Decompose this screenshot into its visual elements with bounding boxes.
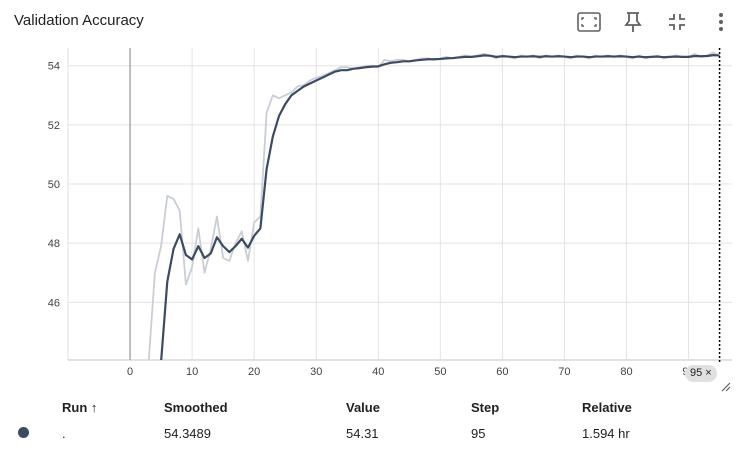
x-axis: 0102030405060708090 bbox=[127, 366, 695, 378]
x-tick-label: 40 bbox=[372, 366, 384, 378]
chart-title: Validation Accuracy bbox=[14, 12, 144, 29]
collapse-button[interactable] bbox=[663, 8, 691, 36]
pin-icon bbox=[624, 12, 642, 32]
x-tick-label: 10 bbox=[186, 366, 198, 378]
table-row: . 54.3489 54.31 95 1.594 hr bbox=[10, 418, 702, 448]
y-tick-label: 50 bbox=[48, 179, 60, 191]
smoothed-value: 54.3489 bbox=[164, 425, 211, 441]
raw-series-line bbox=[147, 51, 721, 360]
x-tick-label: 70 bbox=[558, 366, 570, 378]
y-tick-label: 48 bbox=[48, 238, 60, 250]
relative-column-header: Relative bbox=[582, 399, 632, 415]
value-column-header: Value bbox=[346, 399, 380, 415]
chart-grid bbox=[67, 48, 732, 361]
x-tick-label: 0 bbox=[127, 366, 133, 378]
step-column-header: Step bbox=[471, 399, 500, 415]
x-tick-label: 30 bbox=[310, 366, 322, 378]
raw-value: 54.31 bbox=[346, 425, 379, 441]
resize-handle-icon[interactable] bbox=[721, 382, 731, 392]
run-name: . bbox=[62, 425, 66, 441]
y-axis: 46 48 50 52 54 bbox=[48, 61, 60, 310]
fit-to-data-button[interactable] bbox=[575, 8, 603, 36]
y-tick-label: 46 bbox=[48, 297, 60, 309]
run-color-dot bbox=[18, 426, 29, 438]
collapse-icon bbox=[669, 14, 685, 30]
card-toolbar bbox=[559, 8, 735, 36]
x-tick-label: 60 bbox=[496, 366, 508, 378]
y-tick-label: 54 bbox=[48, 61, 60, 73]
run-table: Run ↑ Smoothed Value Step Relative . 54.… bbox=[10, 396, 702, 448]
x-tick-label: 20 bbox=[248, 366, 260, 378]
more-vert-icon bbox=[719, 13, 723, 31]
run-column-header[interactable]: Run ↑ bbox=[62, 399, 98, 415]
y-tick-label: 52 bbox=[48, 120, 60, 132]
chart-series bbox=[147, 51, 721, 360]
smoothed-series-line bbox=[160, 54, 720, 360]
hover-step-value: 95 × bbox=[690, 367, 712, 379]
relative-time: 1.594 hr bbox=[582, 425, 630, 441]
fit-to-data-icon bbox=[577, 12, 601, 32]
more-options-button[interactable] bbox=[707, 8, 735, 36]
smoothed-column-header: Smoothed bbox=[164, 399, 228, 415]
pin-button[interactable] bbox=[619, 8, 647, 36]
hover-step-badge[interactable]: 95 × bbox=[685, 365, 717, 382]
x-tick-label: 80 bbox=[620, 366, 632, 378]
run-table-header: Run ↑ Smoothed Value Step Relative bbox=[10, 396, 702, 418]
step-value: 95 bbox=[471, 425, 486, 441]
x-tick-label: 50 bbox=[434, 366, 446, 378]
